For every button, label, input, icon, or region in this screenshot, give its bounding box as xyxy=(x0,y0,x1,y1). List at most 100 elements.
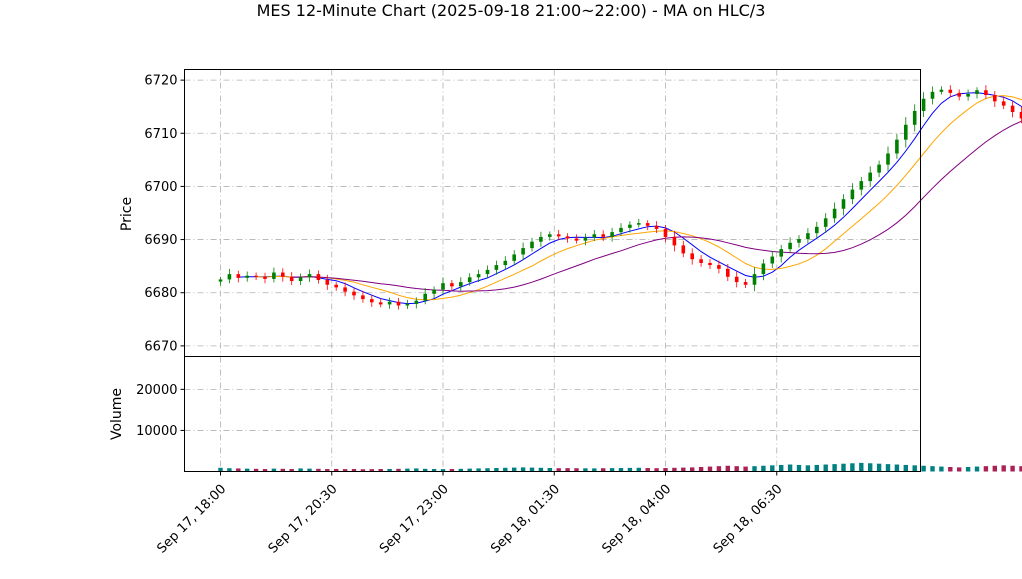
candle-body xyxy=(832,208,837,219)
candle-body xyxy=(583,237,588,241)
candle-body xyxy=(423,293,427,301)
candle-body xyxy=(592,234,597,238)
volume-bar xyxy=(423,468,428,472)
volume-bar xyxy=(770,465,775,472)
candle-body xyxy=(298,277,303,282)
volume-bar xyxy=(342,469,348,472)
volume-bar xyxy=(983,466,989,472)
volume-bar xyxy=(903,464,908,472)
volume-bar xyxy=(957,467,962,472)
candle-body xyxy=(227,274,232,280)
candle-body xyxy=(494,265,499,270)
price-axis-label: Price xyxy=(119,197,135,231)
candle-body xyxy=(788,242,792,250)
candle-body xyxy=(387,301,392,305)
candle-body xyxy=(503,260,508,266)
volume-bar xyxy=(859,462,864,472)
volume-bar xyxy=(832,464,837,472)
volume-bar xyxy=(316,468,321,472)
candle-body xyxy=(975,90,979,94)
volume-bar xyxy=(761,465,766,472)
volume-bar xyxy=(734,466,739,472)
candle-body xyxy=(414,300,419,304)
price-ytick-label: 6700 xyxy=(144,180,177,195)
candle-body xyxy=(957,92,961,97)
candle-body xyxy=(512,254,516,261)
price-axes-frame xyxy=(184,69,921,357)
candle-body xyxy=(743,282,748,285)
candle-body xyxy=(681,245,686,254)
volume-bar xyxy=(431,469,437,472)
volume-axis-label: Volume xyxy=(109,388,125,440)
candle-body xyxy=(850,189,855,200)
volume-bar xyxy=(636,467,641,472)
candle-body xyxy=(823,218,828,227)
candle-body xyxy=(378,302,383,305)
candle-body xyxy=(521,248,525,255)
candle-body xyxy=(984,90,988,96)
candle-body xyxy=(726,268,730,277)
candle-body xyxy=(993,95,997,102)
volume-bar xyxy=(298,468,303,472)
volume-bar xyxy=(1019,466,1022,472)
candle-body xyxy=(770,256,775,264)
volume-bar xyxy=(583,468,588,472)
price-panel: 6670 6680 6690 6700 6710 6720 Price xyxy=(119,69,1022,357)
volume-bar xyxy=(360,469,366,472)
volume-bar xyxy=(307,468,312,472)
volume-bar xyxy=(458,468,463,472)
volume-bar xyxy=(289,469,294,472)
candle-body xyxy=(797,239,801,243)
candle-body xyxy=(548,234,552,237)
ma-fast-line xyxy=(238,92,1022,305)
volume-bar xyxy=(538,467,544,472)
volume-ytick-label: 20000 xyxy=(136,383,177,398)
volume-bar xyxy=(1001,465,1006,472)
candle-body xyxy=(966,93,970,97)
volume-bar xyxy=(868,463,873,472)
candle-body xyxy=(948,89,953,93)
volume-bar xyxy=(236,468,241,472)
volume-bar xyxy=(405,468,410,472)
candle-body xyxy=(343,287,347,292)
candle-body xyxy=(405,303,410,306)
volume-bar xyxy=(440,469,446,472)
volume-bar xyxy=(627,467,633,472)
candle-body xyxy=(1019,112,1022,119)
volume-bar xyxy=(681,467,686,472)
volume-bar xyxy=(227,468,232,472)
volume-bar xyxy=(974,466,980,472)
candle-body xyxy=(663,228,668,237)
ma-slow-line xyxy=(291,120,1022,292)
volume-bar xyxy=(779,464,784,472)
candle-body xyxy=(699,259,703,263)
candle-body xyxy=(254,275,258,277)
candle-body xyxy=(539,236,543,242)
volume-bar xyxy=(752,466,757,472)
candle-body xyxy=(717,265,721,269)
volume-yaxis-ticks: 10000 20000 xyxy=(136,383,185,439)
volume-bar xyxy=(547,468,552,472)
candle-body xyxy=(921,98,926,111)
candle-body xyxy=(236,274,241,278)
candle-body xyxy=(877,164,881,173)
candle-body xyxy=(610,232,614,237)
candle-body xyxy=(450,283,454,287)
candle-body xyxy=(752,274,757,285)
x-tick-label: Sep 17, 20:30 xyxy=(266,482,341,557)
candle-body xyxy=(886,153,890,165)
candle-body xyxy=(859,181,864,190)
candle-body xyxy=(1010,105,1015,113)
candle-body xyxy=(761,263,766,275)
volume-bar xyxy=(930,466,935,472)
candle-body xyxy=(912,110,917,125)
volume-bar xyxy=(351,469,357,472)
volume-bar xyxy=(885,464,891,472)
candle-body xyxy=(672,236,677,246)
volume-bar xyxy=(796,464,802,472)
volume-bar xyxy=(725,465,730,472)
volume-bar xyxy=(654,468,659,472)
volume-bar xyxy=(262,469,268,472)
